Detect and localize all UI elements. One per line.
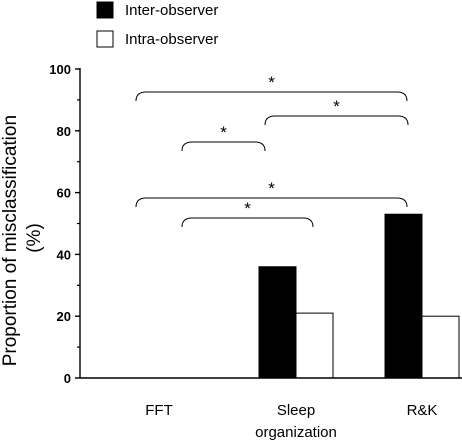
significance-marker: * — [220, 123, 227, 142]
significance-bracket — [135, 91, 408, 102]
y-axis: 0 20 40 60 80 100 — [49, 62, 81, 386]
x-tick-label: Sleep — [277, 402, 315, 419]
y-axis-title: Proportion of misclassification (%) — [0, 110, 45, 367]
x-tick-label: FFT — [145, 402, 173, 419]
significance-bracket — [181, 217, 314, 228]
bar-intra-observer — [421, 315, 460, 379]
y-tick-label: 60 — [57, 186, 71, 201]
bar-intra-observer — [295, 312, 334, 379]
legend-label: Intra-observer — [125, 31, 218, 48]
y-tick-label: 80 — [57, 124, 71, 139]
significance-marker: * — [244, 199, 251, 218]
bar-inter-observer — [384, 213, 423, 379]
significance-marker: * — [268, 179, 275, 198]
y-tick-label: 20 — [57, 309, 71, 324]
x-tick-label: organization — [255, 424, 337, 441]
legend-swatch — [96, 1, 114, 19]
significance-marker: * — [268, 73, 275, 92]
y-tick-label: 40 — [57, 247, 71, 262]
y-axis-title-line2: (%) — [24, 223, 45, 253]
significance-bracket — [181, 141, 266, 152]
x-tick-label: R&K — [407, 402, 438, 419]
bars — [258, 213, 460, 379]
y-axis-title-line1: Proportion of misclassification — [0, 115, 21, 366]
significance-marker: * — [333, 97, 340, 116]
x-axis: FFT Sleep organization R&K — [80, 377, 462, 441]
significance-brackets: * * * * * — [135, 73, 409, 228]
significance-bracket — [135, 197, 408, 208]
significance-bracket — [264, 115, 409, 126]
legend: Inter-observer Intra-observer — [96, 1, 218, 48]
legend-label: Inter-observer — [125, 2, 218, 19]
bar-inter-observer — [258, 266, 297, 379]
legend-swatch — [96, 30, 114, 48]
y-tick-label: 100 — [49, 62, 71, 77]
y-tick-label: 0 — [64, 371, 71, 386]
